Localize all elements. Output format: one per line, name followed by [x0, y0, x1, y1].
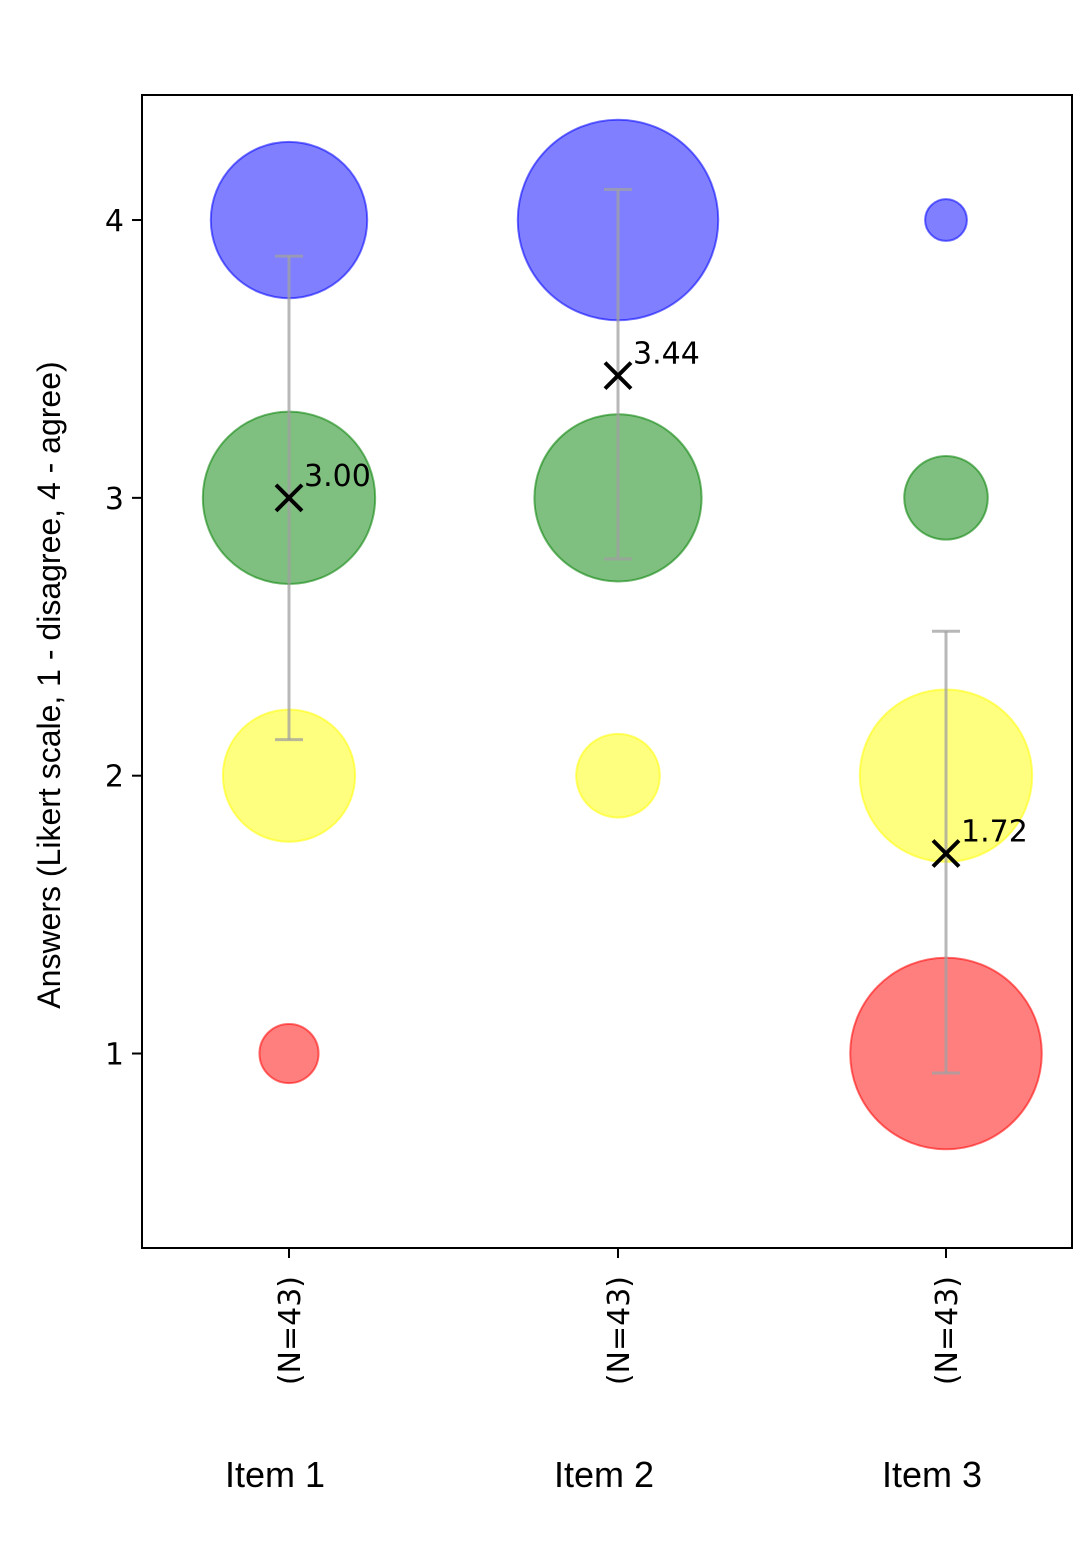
n-label-item3: (N=43) [930, 1276, 965, 1385]
mean-layer: 3.00 3.44 1.72 [274, 337, 1028, 868]
mean-marker-item2 [603, 361, 633, 391]
y-tick-label: 1 [105, 1038, 124, 1073]
mean-marker-stroke [603, 361, 633, 391]
y-axis-label: Answers (Likert scale, 1 - disagree, 4 -… [31, 361, 67, 1008]
bubble-layer [201, 118, 1043, 1151]
y-tick-label: 3 [105, 482, 124, 517]
mean-marker-stroke [931, 839, 961, 868]
n-label-item2: (N=43) [602, 1276, 637, 1385]
mean-label-item1: 3.00 [304, 459, 371, 494]
x-category-label-item1: Item 1 [225, 1454, 325, 1495]
mean-marker-item1 [274, 483, 304, 513]
mean-label-item3: 1.72 [961, 814, 1028, 849]
n-label-item1: (N=43) [273, 1276, 308, 1385]
mean-marker-item3 [931, 839, 961, 868]
x-axis: (N=43) Item 1 (N=43) Item 2 (N=43) Item 3 [225, 1248, 982, 1495]
mean-marker-stroke [274, 483, 304, 513]
y-axis: 1 2 3 4 [105, 204, 142, 1073]
errorbar-layer [275, 187, 960, 1075]
plot-frame [141, 94, 1073, 1249]
bubble-item2-level2 [575, 732, 661, 819]
bubble-item3-level4 [924, 198, 968, 242]
bubble-item3-level3 [903, 455, 989, 541]
bubble-item1-level1 [258, 1022, 320, 1085]
x-category-label-item2: Item 2 [554, 1454, 654, 1495]
x-category-label-item3: Item 3 [882, 1454, 982, 1495]
mean-label-item2: 3.44 [633, 337, 700, 372]
y-tick-label: 4 [105, 204, 124, 239]
y-tick-label: 2 [105, 760, 124, 795]
